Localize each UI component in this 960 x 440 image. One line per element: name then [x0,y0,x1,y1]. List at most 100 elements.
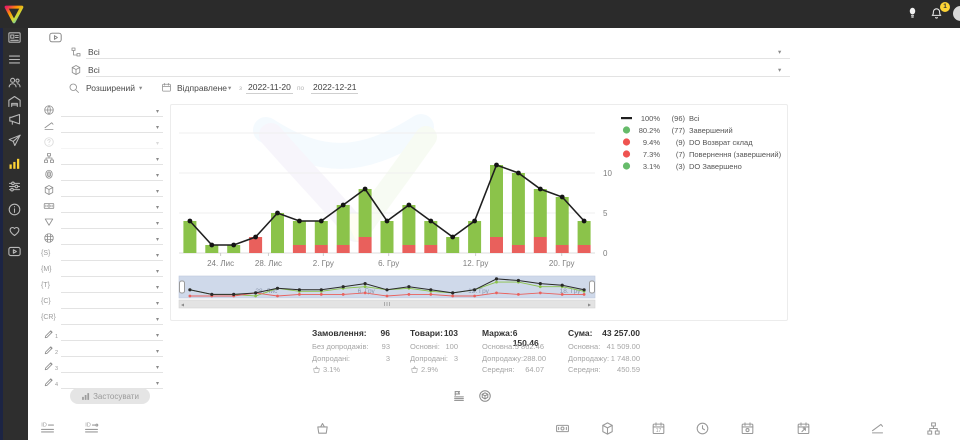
product-select-value: Всі [88,65,100,75]
range-navigator[interactable]: 28. Лис 6. Гру 12. Гру 18. Гру [178,275,596,299]
play-walkthrough-button[interactable] [46,31,65,44]
payment-filter-icon [43,200,55,212]
structure-filter-icon [43,152,55,164]
apply-button[interactable]: Застосувати [70,388,150,404]
notifications-bell-icon[interactable] [929,6,944,21]
notification-badge: 1 [940,2,950,12]
filter-mode-dropdown[interactable]: Розширений [86,83,136,93]
chevron-down-icon: ▾ [155,301,159,307]
toolbar-products-icon[interactable] [600,421,615,436]
sidebar-item-info-icon[interactable] [7,202,22,217]
svg-text:17: 17 [656,428,662,434]
svg-text:28. Лис: 28. Лис [255,288,278,295]
date-to-input[interactable]: 2022-12-21 [311,82,359,94]
select-underline [61,164,163,165]
toolbar-structure-icon[interactable] [926,421,941,436]
chevron-down-icon: ▾ [155,141,159,147]
svg-text:(9): (9) [676,138,686,147]
level-filter-select[interactable]: ▾ [40,118,166,134]
sidebar-item-analytics-icon[interactable] [7,156,22,171]
stat-value: 103 [443,328,458,338]
level-filter-icon [43,120,55,132]
chevron-down-icon: ▾ [155,349,159,355]
chevron-down-icon: ▾ [155,125,159,131]
sidebar-item-marketing-icon[interactable] [7,112,22,127]
sidebar-item-settings-icon[interactable] [7,179,22,194]
report-list-icon[interactable] [452,389,466,403]
date-type-dropdown[interactable]: Відправлене [177,83,228,93]
toolbar-payments-icon[interactable] [555,421,570,436]
toolbar-calendar-day-icon[interactable]: 17 [651,421,666,436]
structure-filter-select[interactable]: ▾ [40,150,166,166]
svg-text:2. Гру: 2. Гру [313,259,334,268]
date-from-input[interactable]: 2022-11-20 [246,82,293,94]
svg-text:80.2%: 80.2% [639,126,661,135]
stat-title: Замовлення: [312,328,367,338]
stat-subrow: Без допродажів: 93 [312,342,390,352]
sidebar-item-warehouse-icon[interactable] [7,94,22,109]
help-filter-select[interactable]: ▾ [40,134,166,150]
toolbar-upsells-icon[interactable] [315,421,330,436]
custom-field-2-filter-select[interactable]: 2 ▾ [40,342,166,358]
sidebar-item-tutorials-icon[interactable] [7,244,22,259]
stat-subrow: Основні: 100 [410,342,458,352]
custom-field-1-filter-select[interactable]: 1 ▾ [40,326,166,342]
custom-field-4-filter-icon [43,376,55,388]
toolbar-orders-by-id-icon[interactable]: ID [40,421,55,436]
navigator-handle-right[interactable] [589,280,595,294]
svg-text:3.1%: 3.1% [643,162,660,171]
stat-subrow: Середня: 64.07 [482,365,544,375]
apply-label: Застосувати [93,391,139,401]
chevron-down-icon: ▾ [155,109,159,115]
sidebar-item-dashboard-icon[interactable] [7,30,22,45]
sidebar-item-customers-icon[interactable] [7,75,22,90]
s-variable-filter-select[interactable]: {S} ▾ [40,246,166,262]
stat-value: 43 257.00 [602,328,640,338]
sidebar-item-support-icon[interactable] [7,223,22,238]
basket-icon [312,365,321,374]
chevron-down-icon: ▾ [155,253,159,259]
chevron-down-icon: ▾ [155,189,159,195]
status-select-value: Всі [88,47,100,57]
payment-filter-select[interactable]: ▾ [40,198,166,214]
status-select-underline [86,58,790,59]
avatar[interactable] [953,6,960,21]
t-variable-filter-select[interactable]: {T} ▾ [40,278,166,294]
custom-field-3-filter-select[interactable]: 3 ▾ [40,358,166,374]
toolbar-calendar-created-icon[interactable] [740,421,755,436]
svg-text:7.3%: 7.3% [643,150,660,159]
toolbar-orders-by-id-alt-icon[interactable]: ID [84,421,99,436]
svg-text:DO Возврат склад: DO Возврат склад [689,138,753,147]
select-underline [61,356,163,357]
country-filter-select[interactable]: ▾ [40,102,166,118]
svg-text:ID: ID [41,423,47,429]
scroll-right-arrow[interactable]: ▸ [588,303,591,309]
network-filter-icon [43,232,55,244]
t-variable-filter-icon: {T} [41,282,50,289]
toolbar-levels-icon[interactable] [870,421,885,436]
identity-filter-select[interactable]: ▾ [40,166,166,182]
sidebar-item-messages-icon[interactable] [7,133,22,148]
c-variable-filter-select[interactable]: {C} ▾ [40,294,166,310]
sidebar-item-orders-icon[interactable] [7,52,22,67]
package-circle-icon[interactable] [478,389,492,403]
to-label: по [297,85,305,92]
bulb-icon[interactable] [906,6,919,19]
funnel-filter-select[interactable]: ▾ [40,214,166,230]
app-logo-icon[interactable] [3,3,25,25]
custom-field-1-filter-icon [43,328,55,340]
help-filter-icon [43,136,55,148]
custom-field-2-filter-icon [43,344,55,356]
m-variable-filter-select[interactable]: {M} ▾ [40,262,166,278]
toolbar-calendar-shipped-icon[interactable] [796,421,811,436]
svg-text:6. Гру: 6. Гру [358,288,376,295]
network-filter-select[interactable]: ▾ [40,230,166,246]
scroll-left-arrow[interactable]: ◂ [181,303,184,309]
chart-scrollbar[interactable]: ◂ ▸ [178,299,596,309]
product-filter-select[interactable]: ▾ [40,182,166,198]
navigator-handle-left[interactable] [179,280,185,294]
custom-field-3-filter-icon [43,360,55,372]
toolbar-time-report-icon[interactable] [695,421,710,436]
search-icon[interactable] [68,82,80,94]
cr-variable-filter-select[interactable]: {CR} ▾ [40,310,166,326]
